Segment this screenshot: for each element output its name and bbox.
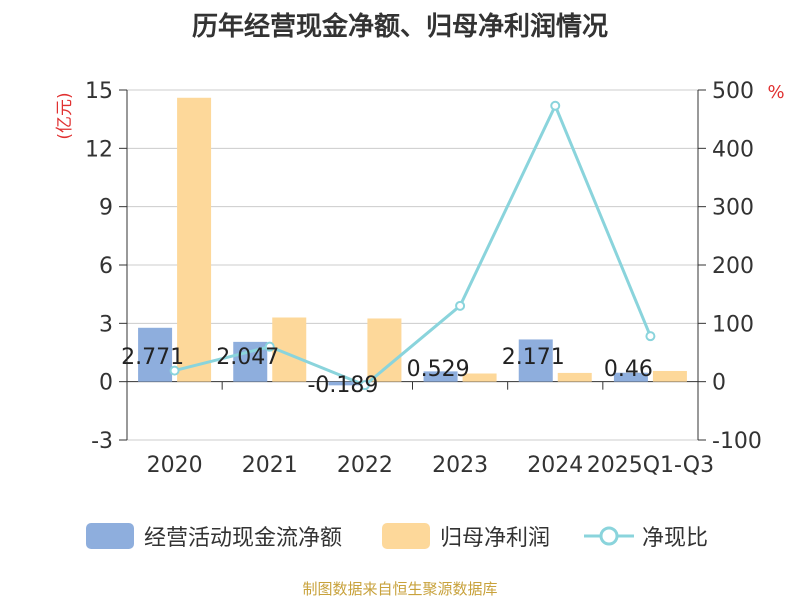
y-right-tick-label: 300 xyxy=(712,196,754,221)
chart-title: 历年经营现金净额、归母净利润情况 xyxy=(191,12,608,42)
data-label-cashflow: -0.189 xyxy=(307,373,378,398)
y-left-tick-label: 12 xyxy=(85,137,113,162)
y-right-axis-label: % xyxy=(767,82,784,103)
bar-netprofit xyxy=(367,318,402,382)
legend-label-netprofit: 归母净利润 xyxy=(440,526,551,551)
y-left-tick-label: -3 xyxy=(91,429,113,454)
bar-cashflow xyxy=(423,371,458,382)
source-note: 制图数据来自恒生聚源数据库 xyxy=(302,580,498,598)
legend-swatch-netprofit xyxy=(382,523,430,549)
bar-netprofit xyxy=(557,372,592,382)
y-right-tick-label: -100 xyxy=(712,429,762,454)
bar-cashflow xyxy=(328,381,363,386)
x-tick-label: 2024 xyxy=(527,453,583,478)
y-left-axis-label: (亿元) xyxy=(55,92,75,139)
legend-item-ratio[interactable]: 净现比 xyxy=(584,518,708,554)
y-right-tick-label: 500 xyxy=(712,79,754,104)
point-ratio xyxy=(645,331,656,342)
y-left-tick-label: 15 xyxy=(85,79,113,104)
data-label-cashflow: 0.529 xyxy=(407,357,470,382)
bar-cashflow xyxy=(138,327,173,382)
y-left-tick-label: 6 xyxy=(99,254,113,279)
data-label-cashflow: 0.46 xyxy=(604,357,653,382)
y-right-tick-label: 100 xyxy=(712,312,754,337)
point-ratio xyxy=(359,380,370,391)
x-tick-label: 2025Q1-Q3 xyxy=(587,453,714,478)
legend-label-cashflow: 经营活动现金流净额 xyxy=(144,526,343,551)
legend-item-netprofit[interactable]: 归母净利润 xyxy=(382,518,550,554)
data-label-cashflow: 2.771 xyxy=(121,345,184,370)
bar-cashflow xyxy=(518,339,553,382)
bar-netprofit xyxy=(177,97,212,382)
legend-label-ratio: 净现比 xyxy=(642,526,709,551)
y-right-tick-label: 0 xyxy=(712,371,726,396)
y-right-tick-label: 400 xyxy=(712,137,754,162)
point-ratio xyxy=(550,100,561,111)
legend-swatch-cashflow xyxy=(86,523,134,549)
y-right-tick-label: 200 xyxy=(712,254,754,279)
bar-cashflow xyxy=(613,372,648,382)
data-label-cashflow: 2.171 xyxy=(502,345,565,370)
x-tick-label: 2022 xyxy=(337,453,393,478)
legend: 经营活动现金流净额 归母净利润 净现比 xyxy=(0,518,800,554)
bar-netprofit xyxy=(652,370,687,382)
x-tick-label: 2023 xyxy=(432,453,488,478)
x-tick-label: 2020 xyxy=(147,453,203,478)
point-ratio xyxy=(455,300,466,311)
x-tick-label: 2021 xyxy=(242,453,298,478)
point-ratio xyxy=(169,365,180,376)
line-ratio xyxy=(174,104,652,387)
legend-item-cashflow[interactable]: 经营活动现金流净额 xyxy=(86,518,342,554)
data-label-cashflow: 2.047 xyxy=(216,345,279,370)
bar-netprofit xyxy=(462,373,497,382)
y-left-tick-label: 0 xyxy=(99,371,113,396)
point-ratio xyxy=(264,341,275,352)
y-left-tick-label: 9 xyxy=(99,196,113,221)
y-left-tick-label: 3 xyxy=(99,312,113,337)
legend-line-marker-icon xyxy=(584,526,634,546)
